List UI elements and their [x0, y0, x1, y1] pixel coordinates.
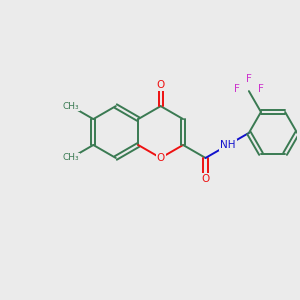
Text: CH₃: CH₃	[63, 153, 79, 162]
Text: F: F	[246, 74, 252, 84]
Text: O: O	[201, 174, 210, 184]
Text: F: F	[234, 84, 240, 94]
Text: CH₃: CH₃	[63, 102, 79, 111]
Text: O: O	[157, 80, 165, 90]
Text: O: O	[157, 153, 165, 163]
Text: F: F	[258, 84, 264, 94]
Text: NH: NH	[220, 140, 236, 150]
